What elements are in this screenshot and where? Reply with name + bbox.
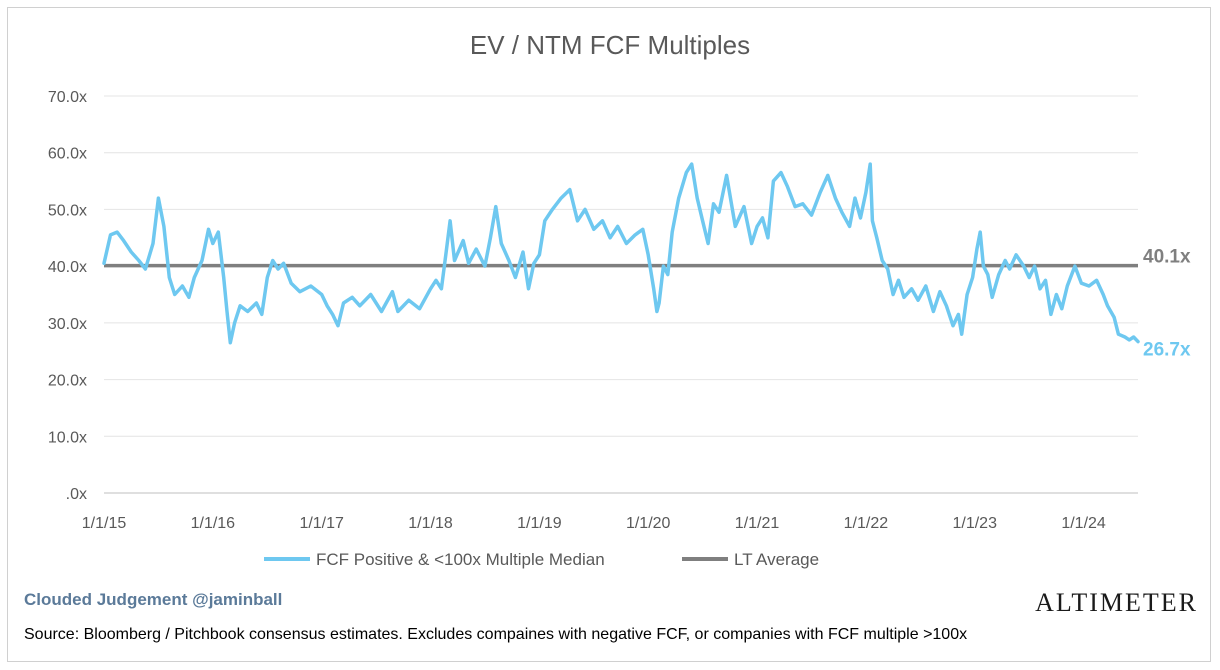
y-tick-label: 70.0x: [48, 89, 87, 106]
source-note: Source: Bloomberg / Pitchbook consensus …: [24, 626, 968, 643]
y-tick-label: 40.0x: [48, 259, 87, 276]
x-tick-label: 1/1/16: [191, 515, 236, 532]
x-tick-label: 1/1/22: [844, 515, 889, 532]
x-tick-label: 1/1/23: [952, 515, 997, 532]
x-tick-label: 1/1/21: [735, 515, 780, 532]
lt-average-label: 40.1x: [1143, 247, 1191, 268]
y-tick-label: 60.0x: [48, 146, 87, 163]
y-tick-label: 30.0x: [48, 316, 87, 333]
x-tick-label: 1/1/19: [517, 515, 562, 532]
x-tick-label: 1/1/18: [408, 515, 453, 532]
y-tick-label: 50.0x: [48, 202, 87, 219]
x-tick-label: 1/1/20: [626, 515, 671, 532]
y-tick-label: .0x: [66, 486, 87, 503]
median-series-line: [102, 162, 1140, 345]
y-tick-label: 20.0x: [48, 373, 87, 390]
x-tick-label: 1/1/17: [299, 515, 344, 532]
watermark-text: Clouded Judgement @jaminball: [24, 590, 283, 609]
x-tick-label: 1/1/15: [82, 515, 127, 532]
chart-title: EV / NTM FCF Multiples: [469, 30, 751, 60]
legend-label-median: FCF Positive & <100x Multiple Median: [316, 550, 605, 569]
brand-logo: ALTIMETER: [1035, 588, 1198, 617]
x-tick-label: 1/1/24: [1061, 515, 1106, 532]
legend-label-lt-average: LT Average: [734, 550, 819, 569]
median-end-label: 26.7x: [1143, 340, 1191, 361]
chart-frame: [7, 7, 1211, 662]
y-tick-label: 10.0x: [48, 429, 87, 446]
